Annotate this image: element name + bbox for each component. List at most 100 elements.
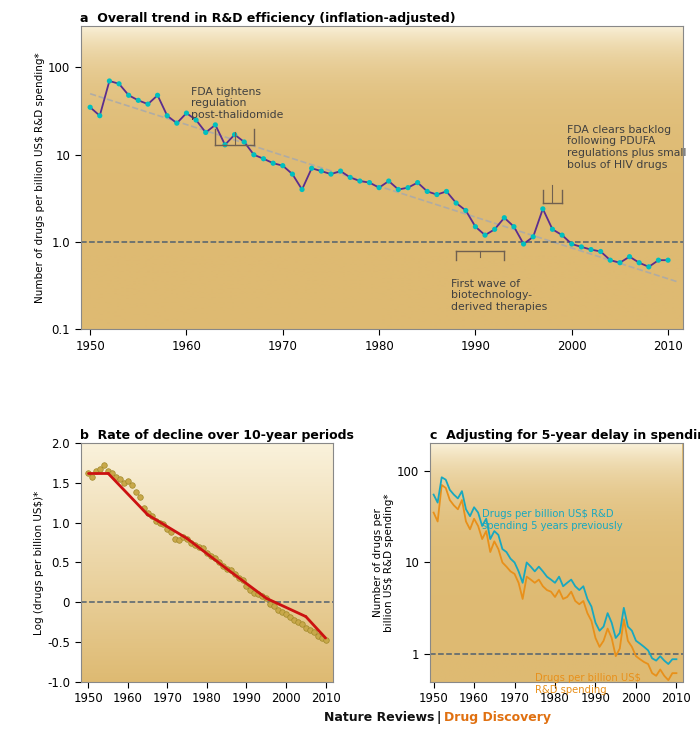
Point [210, 119, 221, 130]
Point [576, 241, 587, 253]
Point [470, 221, 481, 233]
Point [225, 565, 237, 576]
Point [123, 89, 134, 101]
Point [257, 590, 268, 601]
Point [83, 467, 94, 479]
Point [537, 203, 548, 214]
Point [258, 153, 269, 164]
Point [146, 511, 158, 523]
Point [103, 465, 114, 477]
Point [99, 460, 110, 472]
Point [219, 139, 230, 150]
Point [585, 244, 596, 256]
Point [85, 102, 96, 113]
Point [383, 175, 394, 187]
Point [269, 601, 280, 612]
Y-axis label: Number of drugs per billion US$ R&D spending*: Number of drugs per billion US$ R&D spen… [35, 52, 45, 303]
Point [197, 542, 209, 554]
Point [221, 563, 232, 575]
Point [489, 223, 500, 235]
Point [111, 471, 122, 483]
Point [172, 117, 183, 129]
Point [142, 98, 153, 110]
Point [152, 89, 163, 101]
Point [364, 177, 375, 189]
Point [277, 160, 288, 172]
Text: FDA clears backlog
following PDUFA
regulations plus small
bolus of HIV drugs: FDA clears backlog following PDUFA regul… [567, 125, 686, 170]
Point [284, 611, 295, 623]
Point [190, 114, 202, 126]
Point [312, 629, 323, 641]
Point [265, 598, 276, 609]
Point [335, 165, 346, 177]
Point [431, 189, 442, 200]
Point [344, 172, 356, 184]
Point [498, 212, 510, 223]
Point [320, 635, 331, 646]
Point [113, 78, 125, 90]
Point [316, 632, 327, 644]
Point [508, 221, 519, 233]
Point [158, 518, 169, 530]
Point [130, 486, 141, 498]
Point [296, 618, 307, 630]
Point [181, 533, 193, 545]
Text: First wave of
biotechnology-
derived therapies: First wave of biotechnology- derived the… [452, 279, 547, 312]
Text: Drug Discovery: Drug Discovery [444, 710, 552, 724]
Point [193, 541, 204, 553]
Y-axis label: Log (drugs per billion US$)*: Log (drugs per billion US$)* [34, 490, 44, 635]
Point [154, 517, 165, 528]
Point [393, 184, 404, 195]
Point [566, 238, 578, 250]
Point [209, 553, 220, 565]
Point [281, 608, 292, 620]
Point [248, 587, 260, 598]
Point [354, 175, 365, 187]
Point [138, 503, 149, 514]
Point [133, 94, 144, 106]
Text: FDA tightens
regulation
post-thalidomide: FDA tightens regulation post-thalidomide [191, 87, 284, 120]
Point [205, 551, 216, 562]
Point [480, 229, 491, 241]
Text: Drugs per billion US$ R&D
spending 5 years previously: Drugs per billion US$ R&D spending 5 yea… [482, 509, 623, 531]
Point [114, 473, 125, 485]
Point [94, 463, 106, 475]
Point [134, 492, 146, 503]
Point [624, 251, 635, 262]
Point [253, 588, 264, 600]
Point [451, 197, 462, 209]
Point [118, 477, 130, 489]
Point [241, 581, 252, 593]
Point [166, 526, 177, 538]
Point [316, 165, 327, 177]
Point [556, 229, 568, 241]
Point [374, 182, 385, 194]
Point [300, 622, 312, 634]
Point [306, 162, 317, 174]
Point [260, 593, 272, 604]
Point [296, 184, 307, 195]
Point [162, 523, 173, 535]
Point [91, 465, 102, 477]
Point [162, 110, 173, 122]
Point [634, 256, 645, 268]
Point [237, 574, 248, 586]
Text: b  Rate of decline over 10-year periods: b Rate of decline over 10-year periods [80, 429, 354, 442]
Point [248, 149, 260, 161]
Y-axis label: Number of drugs per
billion US$ R&D spending*: Number of drugs per billion US$ R&D spen… [372, 493, 394, 632]
Text: a  Overall trend in R&D efficiency (inflation-adjusted): a Overall trend in R&D efficiency (infla… [80, 12, 456, 24]
Point [267, 157, 279, 169]
Point [662, 254, 673, 266]
Point [615, 256, 626, 268]
Point [288, 614, 300, 626]
Point [181, 107, 192, 119]
Point [229, 129, 240, 141]
Point [186, 537, 197, 548]
Point [150, 515, 161, 527]
Point [174, 534, 185, 546]
Point [200, 127, 211, 139]
Point [412, 177, 423, 189]
Point [308, 626, 319, 638]
Point [595, 245, 606, 257]
Point [272, 604, 284, 616]
